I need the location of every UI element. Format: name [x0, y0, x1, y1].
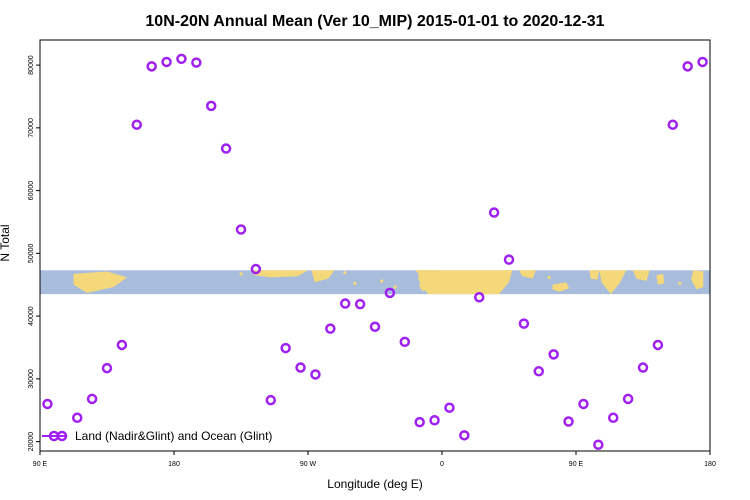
- map-land-shape: [656, 273, 665, 285]
- map-land-shape: [589, 270, 600, 280]
- data-point: [71, 412, 83, 423]
- x-axis-label: Longitude (deg E): [327, 477, 422, 491]
- data-point: [399, 336, 411, 348]
- y-tick-label: 30000: [28, 369, 35, 389]
- data-point: [414, 416, 425, 428]
- data-point: [354, 298, 366, 310]
- data-point: [325, 323, 336, 334]
- data-point: [444, 402, 455, 413]
- data-point: [295, 362, 306, 373]
- data-point: [250, 263, 262, 275]
- map-island: [239, 272, 243, 276]
- x-tick-label: 90 E: [569, 461, 584, 468]
- chart-title: 10N-20N Annual Mean (Ver 10_MIP) 2015-01…: [145, 13, 604, 30]
- data-point: [176, 53, 187, 65]
- data-point: [607, 412, 619, 423]
- data-point: [652, 339, 664, 351]
- data-point: [488, 207, 500, 218]
- y-axis: 20000 30000 40000 50000 60000 70000 80000: [28, 55, 40, 451]
- data-point: [429, 415, 440, 426]
- data-point: [131, 119, 143, 130]
- legend: Land (Nadir&Glint) and Ocean (Glint): [42, 429, 272, 443]
- map-land-shape: [633, 270, 650, 281]
- data-series: [42, 53, 708, 450]
- map-land-shape: [73, 271, 128, 293]
- map-island: [393, 285, 397, 289]
- data-point: [280, 342, 291, 354]
- map-ocean-band: [40, 270, 710, 295]
- data-point: [548, 349, 559, 360]
- map-island: [343, 271, 347, 275]
- map-land-shape: [552, 282, 570, 292]
- x-tick-label: 180: [704, 461, 716, 468]
- data-point: [42, 398, 53, 410]
- data-point: [161, 56, 172, 68]
- y-axis-label: N Total: [0, 224, 12, 261]
- data-point: [235, 224, 247, 235]
- x-axis: 90 E 180 90 W 0 90 E 180: [33, 451, 716, 468]
- map-land-shape: [418, 270, 513, 295]
- data-point: [533, 366, 545, 377]
- map-island: [380, 279, 384, 283]
- world-map-strip: [40, 270, 710, 295]
- data-point: [369, 321, 381, 333]
- legend-point-marker: [56, 430, 68, 442]
- data-point: [593, 439, 604, 450]
- y-tick-label: 40000: [28, 306, 35, 326]
- map-island: [678, 281, 682, 285]
- map-island: [353, 281, 357, 285]
- map-land-shape: [519, 270, 536, 279]
- data-point: [86, 393, 98, 405]
- y-tick-label: 80000: [28, 55, 35, 75]
- map-land-shape: [691, 270, 704, 290]
- map-land-shape: [251, 270, 308, 278]
- data-point: [622, 393, 634, 405]
- x-tick-label: 90 E: [33, 461, 48, 468]
- data-point: [310, 369, 321, 380]
- data-point: [116, 339, 128, 351]
- data-point: [339, 298, 351, 309]
- map-land-shape: [311, 270, 335, 283]
- map-island: [547, 275, 551, 280]
- y-tick-label: 50000: [28, 244, 35, 264]
- data-point: [697, 56, 708, 68]
- data-point: [220, 143, 232, 154]
- y-tick-label: 60000: [28, 181, 35, 201]
- x-tick-label: 90 W: [300, 461, 317, 468]
- legend-label: Land (Nadir&Glint) and Ocean (Glint): [75, 429, 272, 443]
- data-point: [667, 119, 679, 130]
- data-point: [459, 430, 470, 441]
- data-point: [146, 61, 157, 72]
- data-point: [637, 362, 649, 373]
- data-point: [265, 394, 277, 406]
- data-point: [101, 362, 113, 374]
- data-point: [578, 398, 589, 410]
- data-point: [384, 287, 396, 299]
- data-point: [205, 100, 217, 112]
- data-point: [682, 61, 693, 72]
- data-point: [503, 254, 515, 265]
- x-tick-label: 180: [168, 461, 180, 468]
- data-point: [563, 416, 574, 427]
- data-point: [191, 57, 202, 68]
- x-tick-label: 0: [440, 461, 444, 468]
- map-land-shape: [599, 270, 627, 295]
- data-point: [518, 318, 530, 329]
- y-tick-label: 20000: [28, 432, 35, 452]
- y-tick-label: 70000: [28, 118, 35, 138]
- data-point: [473, 292, 485, 303]
- plot-frame: [39, 39, 711, 452]
